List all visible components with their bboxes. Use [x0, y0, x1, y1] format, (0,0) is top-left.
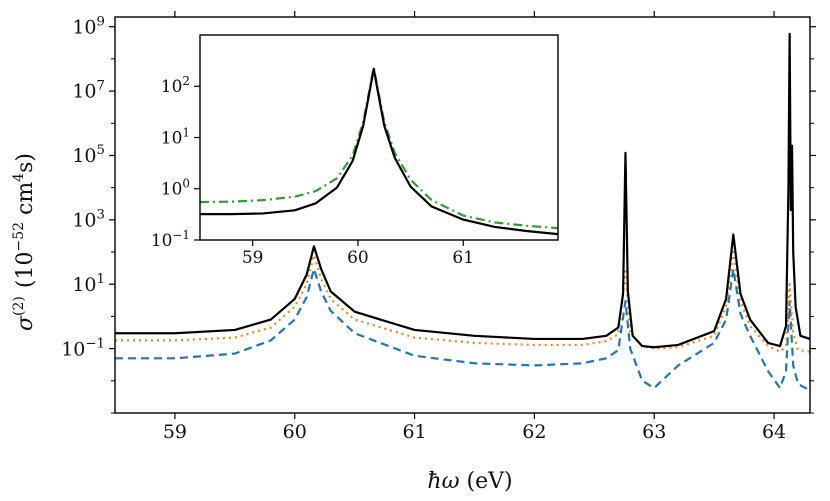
y-axis-label-close: s) [13, 153, 38, 173]
main-y-tick-label: 107 [72, 79, 105, 103]
x-axis-label-symbol: ħω [427, 469, 459, 494]
main-y-tick-label: 109 [72, 14, 105, 38]
x-axis-label: ħω (eV) [427, 469, 512, 494]
inset-series-solid-line [200, 67, 558, 236]
main-x-tick-label: 59 [163, 421, 187, 443]
main-x-tick-label: 62 [522, 421, 546, 443]
inset-series-dashdot-line [200, 66, 558, 230]
main-x-tick-label: 61 [402, 421, 426, 443]
inset-y-tick-label: 10−1 [151, 228, 190, 251]
main-series-dashed-line [115, 267, 810, 392]
inset-x-tick-label: 59 [242, 248, 264, 268]
main-plot: 59 60 61 62 63 64 10−1 101 103 105 107 109 [61, 11, 816, 443]
main-y-tick-label: 101 [72, 272, 105, 296]
y-axis-label-order: (2) [11, 296, 27, 316]
y-axis-label-open: (10 [13, 252, 38, 289]
y-axis-label-exp: −52 [11, 222, 27, 252]
inset-background [200, 35, 558, 240]
inset-y-tick-label: 101 [161, 125, 190, 148]
x-axis-label-unit: (eV) [460, 469, 513, 494]
main-y-tick-label: 105 [72, 143, 105, 167]
y-axis-label-unit: cm [13, 182, 38, 222]
inset-y-tick-label: 100 [161, 177, 190, 200]
main-x-tick-label: 64 [762, 421, 786, 443]
main-series-solid-line [115, 32, 810, 349]
inset-y-tick-label: 102 [161, 74, 190, 97]
y-axis-label-sigma: σ [13, 315, 38, 331]
main-axes-frame [114, 16, 811, 414]
inset-x-tick-label: 60 [347, 248, 369, 268]
inset-plot: 59 60 61 10−1 100 101 102 [151, 34, 559, 268]
main-x-tick-label: 60 [283, 421, 307, 443]
main-y-tick-label: 103 [72, 208, 105, 232]
y-axis-label: σ(2) (10−52 cm4s) [11, 153, 38, 331]
y-axis-label-unit-exp: 4 [11, 173, 27, 182]
main-x-tick-label: 63 [642, 421, 666, 443]
main-y-tick-label: 10−1 [61, 336, 105, 360]
inset-x-tick-label: 61 [452, 248, 474, 268]
main-series-dotted-line [115, 250, 810, 353]
